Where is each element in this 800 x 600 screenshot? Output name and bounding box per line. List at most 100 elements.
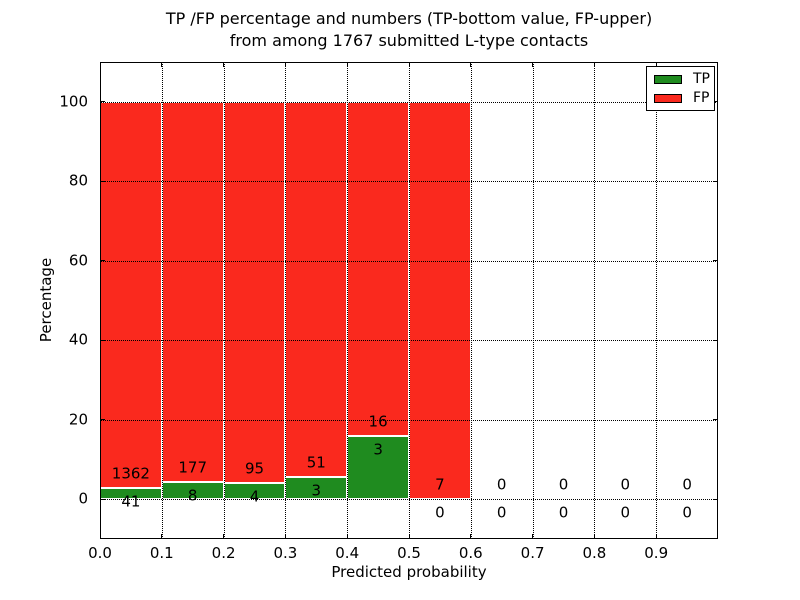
y-tick-label: 40 (68, 330, 88, 349)
tp-count-label: 0 (682, 503, 692, 522)
x-tick-mark (408, 534, 410, 539)
x-tick-mark (470, 62, 472, 67)
fp-count-label: 0 (682, 475, 692, 494)
x-tick-mark (99, 534, 101, 539)
fp-count-label: 0 (558, 475, 569, 494)
chart-title-line2: from among 1767 submitted L-type contact… (229, 31, 589, 51)
y-tick-mark (713, 339, 718, 341)
x-gridline (656, 62, 658, 539)
x-axis-label: Predicted probability (331, 563, 487, 581)
y-gridline (100, 499, 718, 501)
x-tick-mark (223, 534, 225, 539)
fp-bar-segment (347, 101, 409, 437)
x-tick-mark (408, 62, 410, 67)
x-gridline (409, 62, 410, 539)
x-gridline (161, 62, 163, 539)
x-tick-mark (161, 534, 163, 539)
legend-row-tp: TP (654, 70, 710, 88)
y-tick-mark (713, 498, 718, 500)
x-tick-mark (532, 534, 534, 539)
fp-bar-segment (223, 101, 286, 484)
tp-count-label: 0 (496, 503, 507, 522)
y-tick-label: 20 (68, 410, 88, 429)
fp-bar-segment (409, 101, 471, 500)
y-tick-mark (100, 101, 105, 103)
x-gridline (532, 62, 534, 539)
tp-color-swatch-icon (654, 74, 682, 84)
x-tick-mark (593, 534, 595, 539)
fp-bar-segment (100, 101, 162, 488)
x-tick-label: 0.2 (211, 544, 236, 562)
legend: TP FP (646, 66, 715, 111)
x-tick-mark (346, 62, 348, 67)
x-tick-mark (655, 534, 657, 539)
y-gridline (100, 340, 718, 342)
fp-count-label: 177 (178, 458, 208, 477)
x-tick-label: 0.8 (582, 544, 607, 562)
y-tick-mark (100, 339, 105, 341)
y-tick-label: 0 (78, 489, 88, 508)
x-tick-label: 0.9 (644, 544, 669, 562)
plot-area: 1362 41 177 8 95 4 51 3 16 3 7 0 0 0 0 0 0 0 0 0 (99, 62, 718, 539)
tp-count-label: 0 (558, 503, 569, 522)
x-tick-mark (161, 62, 163, 67)
tp-count-label: 4 (249, 487, 260, 506)
y-gridline (100, 181, 718, 183)
x-tick-label: 0.1 (149, 544, 174, 562)
tp-count-label: 8 (187, 486, 198, 505)
fp-bar-segment (285, 101, 348, 478)
x-tick-mark (655, 62, 657, 67)
x-tick-label: 0.6 (458, 544, 483, 562)
x-tick-mark (223, 62, 225, 67)
x-gridline (470, 62, 472, 539)
y-tick-mark (100, 180, 105, 182)
tp-count-label: 41 (121, 492, 141, 511)
y-tick-mark (100, 260, 105, 262)
x-tick-mark (346, 534, 348, 539)
x-gridline (347, 62, 349, 539)
y-tick-mark (100, 498, 105, 500)
x-gridline (285, 62, 287, 539)
legend-row-fp: FP (654, 89, 710, 107)
legend-label-tp: TP (693, 71, 710, 87)
x-tick-mark (532, 62, 534, 67)
chart-title: TP /FP percentage and numbers (TP-bottom… (100, 8, 718, 52)
fp-count-label: 95 (244, 459, 265, 478)
y-gridline (100, 260, 718, 262)
x-tick-label: 0.5 (397, 544, 421, 562)
tp-count-label: 0 (620, 503, 631, 522)
y-gridline (100, 419, 718, 421)
fp-count-label: 0 (620, 475, 631, 494)
fp-color-swatch-icon (654, 93, 682, 103)
y-tick-label: 100 (59, 92, 88, 111)
y-tick-label: 80 (68, 171, 88, 190)
tp-count-label: 0 (435, 503, 445, 522)
x-tick-label: 0.3 (273, 544, 298, 562)
x-tick-label: 0.4 (335, 544, 360, 562)
x-tick-mark (470, 534, 472, 539)
x-tick-mark (99, 62, 101, 67)
x-tick-mark (593, 62, 595, 67)
fp-count-label: 7 (435, 475, 445, 494)
y-gridline (100, 101, 718, 103)
y-tick-mark (713, 101, 718, 103)
y-axis-label: Percentage (37, 257, 55, 343)
x-gridline (594, 62, 596, 539)
y-tick-mark (713, 419, 718, 421)
tp-count-label: 3 (373, 440, 383, 459)
fp-count-label: 51 (306, 453, 326, 472)
y-tick-label: 60 (68, 251, 88, 270)
fp-count-label: 0 (496, 475, 507, 494)
x-tick-label: 0.0 (88, 544, 112, 562)
fp-count-label: 16 (368, 412, 388, 431)
fp-bar-segment (161, 101, 224, 483)
x-tick-mark (284, 534, 286, 539)
x-tick-mark (284, 62, 286, 67)
legend-label-fp: FP (693, 90, 710, 106)
y-tick-mark (100, 419, 105, 421)
tp-count-label: 3 (311, 481, 322, 500)
fp-count-label: 1362 (111, 464, 150, 483)
y-tick-mark (713, 260, 718, 262)
x-gridline (223, 62, 225, 539)
